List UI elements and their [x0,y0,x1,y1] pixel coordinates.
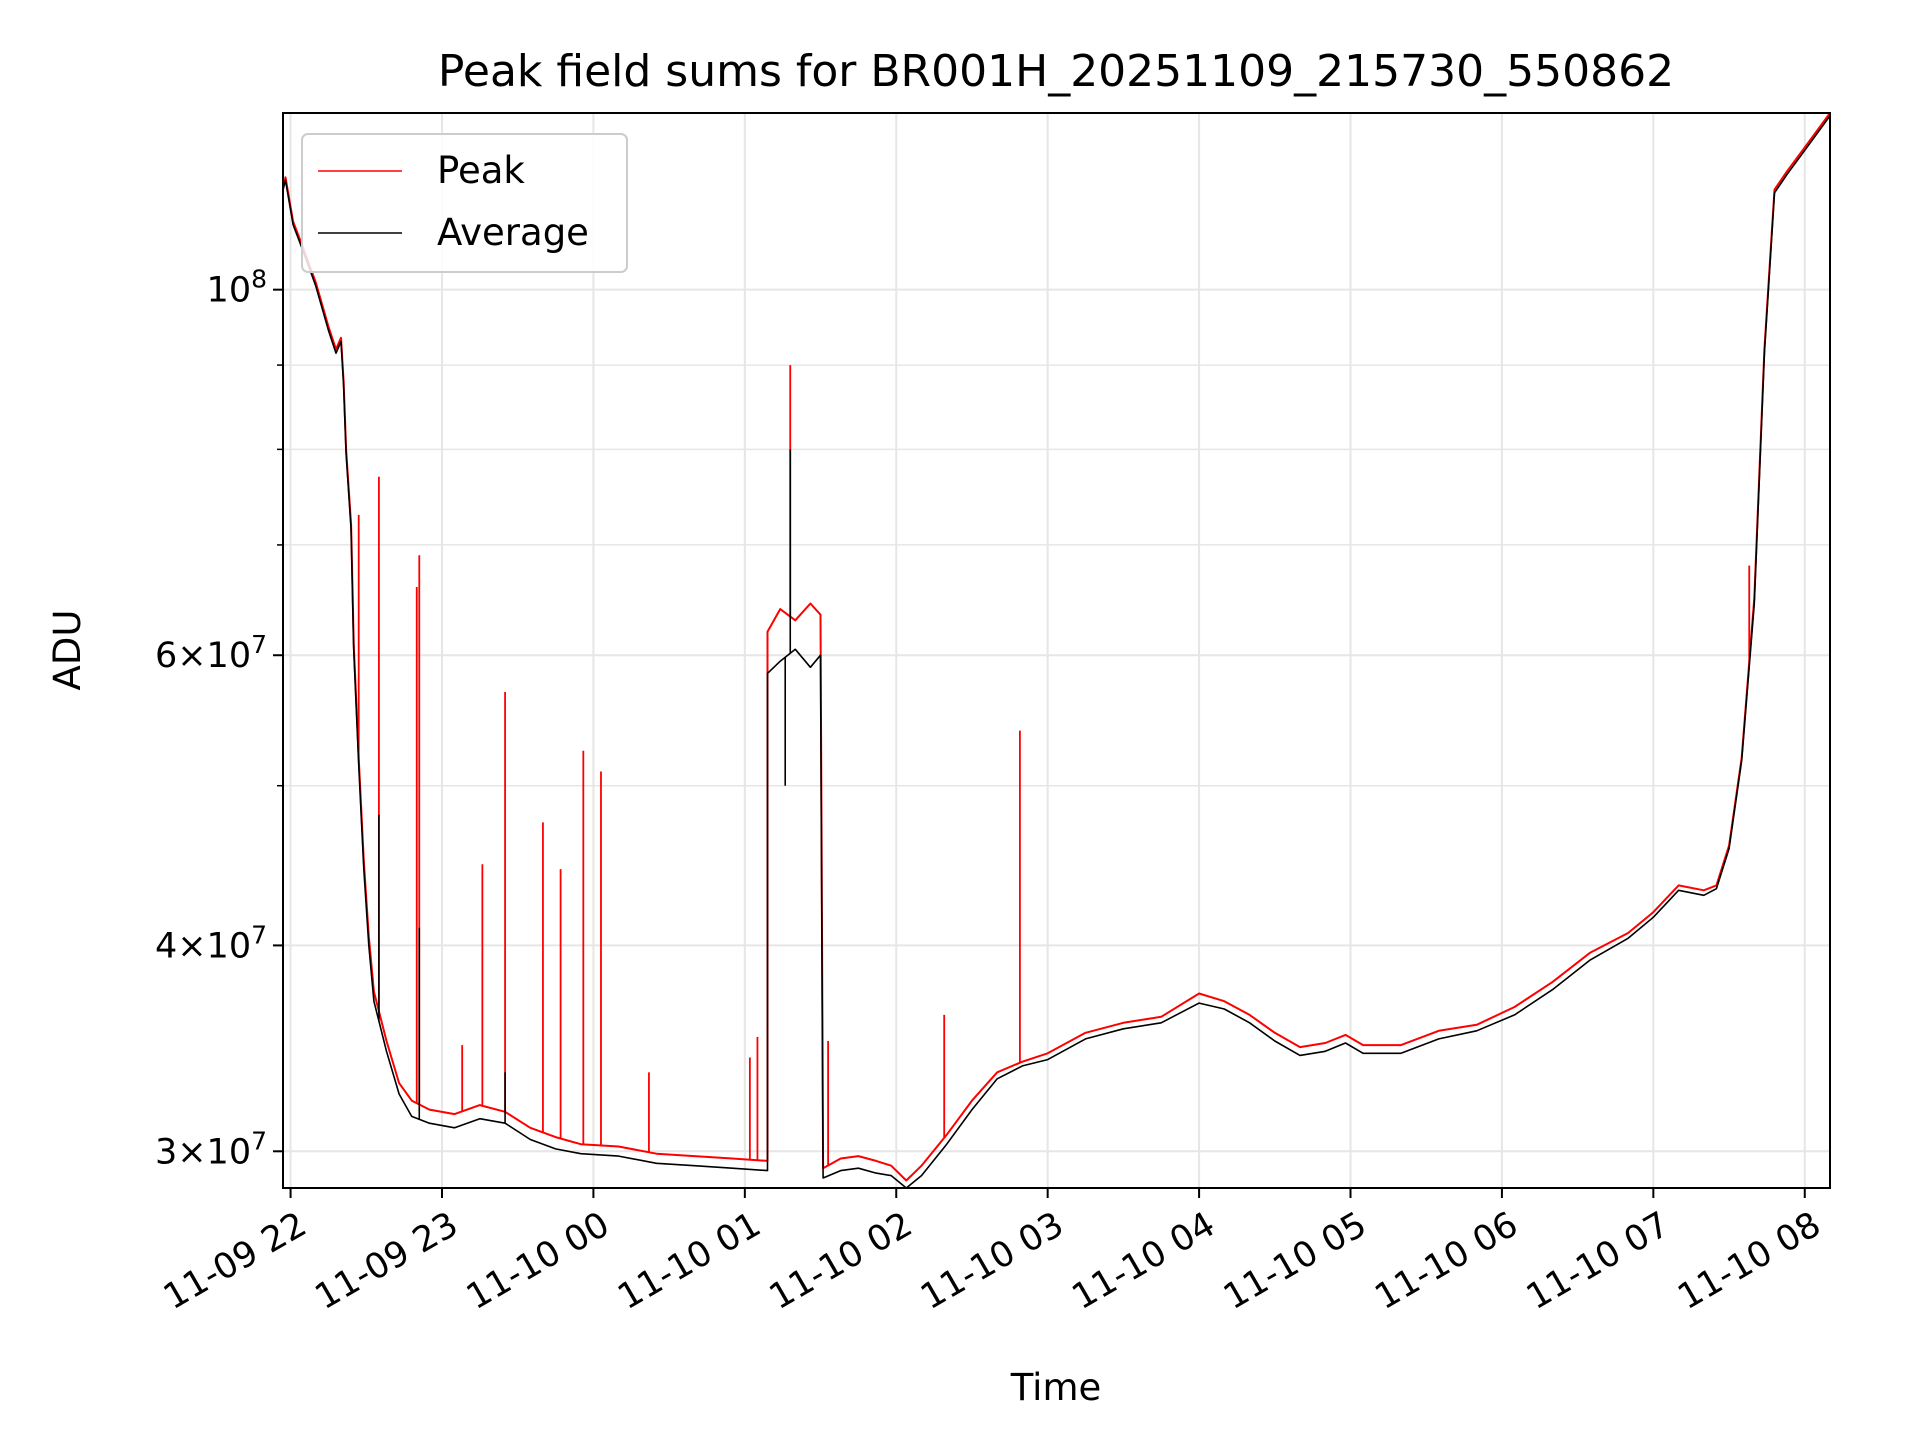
plot-frame [282,112,1831,1189]
y-axis-title: ADU [46,610,89,691]
y-tick-label: 4×107 [155,920,267,966]
x-axis-title: Time [1010,1366,1102,1409]
legend-label-average: Average [437,211,589,254]
legend: Peak Average [301,133,628,273]
series-line-average [282,115,1831,1189]
y-tick-label: 6×107 [155,630,267,676]
grid [283,113,1830,1188]
plot-lines [282,112,1831,1189]
legend-box [301,133,628,273]
chart-title: Peak field sums for BR001H_20251109_2157… [438,46,1674,97]
legend-label-peak: Peak [437,149,525,192]
y-tick-label: 3×107 [155,1126,267,1172]
